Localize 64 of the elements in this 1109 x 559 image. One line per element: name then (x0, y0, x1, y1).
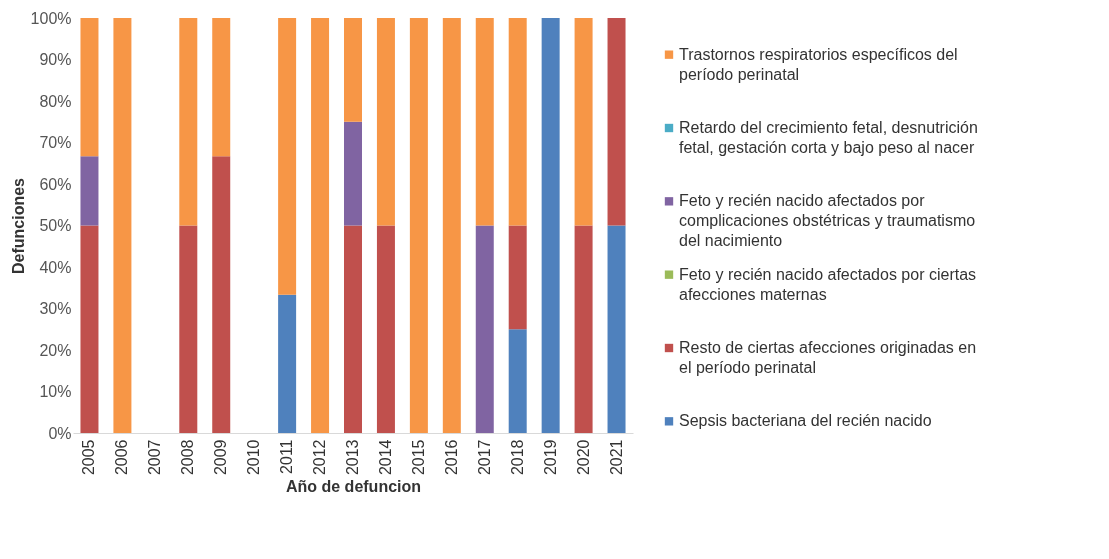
x-tick-label: 2018 (508, 439, 526, 476)
bar (574, 18, 593, 226)
legend-label: Retardo del crecimiento fetal, desnutrición fetal, gestación corta y bajo peso al nacer (679, 119, 978, 156)
x-tick-label: 2008 (179, 439, 197, 476)
bar (508, 329, 527, 433)
y-tick-label: 70% (39, 134, 72, 151)
bar (475, 225, 494, 433)
bar (607, 18, 626, 226)
x-axis-title: Año de defuncion (285, 478, 422, 496)
legend-label: Feto y recién nacido afectados por complicaciones obstétricas y traumatismo del nacimiento (679, 192, 976, 250)
bar (541, 18, 560, 433)
bar (80, 225, 99, 433)
x-tick-label: 2005 (80, 439, 98, 476)
x-tick-label: 2010 (245, 439, 263, 476)
legend-label: Trastornos respiratorios específicos del período perinatal (679, 45, 958, 83)
x-tick-label: 2012 (311, 439, 329, 476)
y-tick-label: 40% (39, 258, 72, 276)
x-tick-label: 2007 (146, 439, 164, 476)
x-tick-label: 2019 (541, 439, 559, 476)
x-tick-label: 2016 (442, 439, 460, 476)
x-tick-label: 2015 (409, 439, 427, 476)
bar (80, 18, 99, 157)
y-tick-label: 60% (39, 175, 72, 193)
y-axis-title: Defunciones (9, 177, 27, 275)
bar (179, 225, 198, 433)
bar (607, 225, 626, 433)
bar (278, 18, 297, 295)
y-tick-label: 80% (39, 92, 72, 110)
x-tick-label: 2013 (344, 439, 361, 476)
bar (409, 18, 428, 433)
y-tick-label: 100% (30, 9, 72, 27)
x-tick-label: 2009 (212, 439, 230, 476)
bar (278, 294, 297, 433)
x-tick-label: 2017 (475, 439, 493, 476)
bar (344, 225, 362, 433)
bar (113, 18, 132, 433)
y-tick-label: 50% (39, 217, 72, 234)
y-tick-label: 10% (39, 383, 72, 400)
x-tick-label: 2020 (574, 439, 592, 476)
y-tick-label: 0% (48, 424, 72, 442)
bar (179, 18, 198, 226)
bar (574, 225, 593, 433)
bar (376, 18, 395, 226)
bar (442, 18, 461, 433)
x-tick-label: 2014 (376, 439, 394, 476)
legend-label: Feto y recién nacido afectados por ciertas afecciones maternas (679, 265, 977, 303)
legend-label: Sepsis bacteriana del recién nacido (679, 412, 932, 430)
bar (508, 225, 527, 330)
x-tick-label: 2011 (278, 439, 296, 474)
bar (344, 121, 362, 226)
bar (508, 18, 527, 226)
bar (212, 18, 231, 157)
y-tick-label: 90% (39, 51, 72, 68)
bar (80, 156, 99, 226)
x-tick-label: 2006 (113, 439, 131, 476)
y-tick-label: 20% (39, 341, 72, 359)
legend-label: Resto de ciertas afecciones originadas en el período perinatal (679, 339, 977, 376)
bar (475, 18, 494, 226)
bar (344, 18, 362, 122)
bar (212, 156, 231, 433)
x-tick-label: 2021 (607, 439, 625, 476)
bar (311, 18, 330, 433)
bar (376, 225, 395, 433)
y-tick-label: 30% (39, 300, 72, 317)
